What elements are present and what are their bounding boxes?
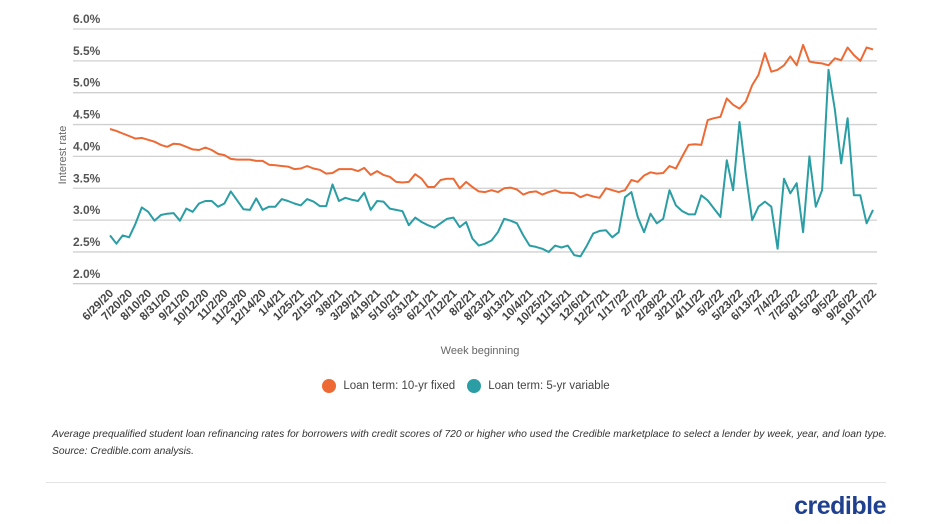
y-tick-label: 5.5%: [73, 44, 101, 58]
y-tick-label: 5.0%: [73, 76, 101, 90]
y-tick-label: 4.5%: [73, 108, 101, 122]
y-tick-label: 2.0%: [73, 267, 101, 281]
legend: Loan term: 10-yr fixed Loan term: 5-yr v…: [0, 379, 932, 393]
legend-marker-teal: [467, 379, 482, 393]
series-line-10yr-fixed: [109, 43, 874, 199]
y-tick-label: 6.0%: [73, 12, 101, 26]
legend-marker-orange: [322, 379, 337, 393]
legend-item-5yr-variable[interactable]: Loan term: 5-yr variable: [467, 379, 610, 393]
x-axis-title: Week beginning: [441, 345, 520, 357]
line-chart: 2.0% 2.5% 3.0% 3.5% 4.0% 4.5% 5.0% 5.5% 6.0% Inte…: [57, 12, 879, 357]
legend-label: Loan term: 5-yr variable: [488, 380, 610, 392]
y-axis-title: Interest rate: [57, 126, 69, 185]
y-tick-label: 3.0%: [73, 203, 101, 217]
divider: [46, 482, 886, 483]
y-tick-label: 2.5%: [73, 235, 101, 249]
legend-label: Loan term: 10-yr fixed: [343, 380, 456, 392]
chart-caption: Average prequalified student loan refina…: [52, 429, 887, 457]
credible-logo: credible: [794, 492, 886, 520]
series-line-5yr-variable: [109, 68, 874, 258]
legend-item-10yr-fixed[interactable]: Loan term: 10-yr fixed: [322, 379, 455, 393]
y-tick-label: 3.5%: [73, 171, 101, 185]
y-tick-label: 4.0%: [73, 139, 101, 153]
